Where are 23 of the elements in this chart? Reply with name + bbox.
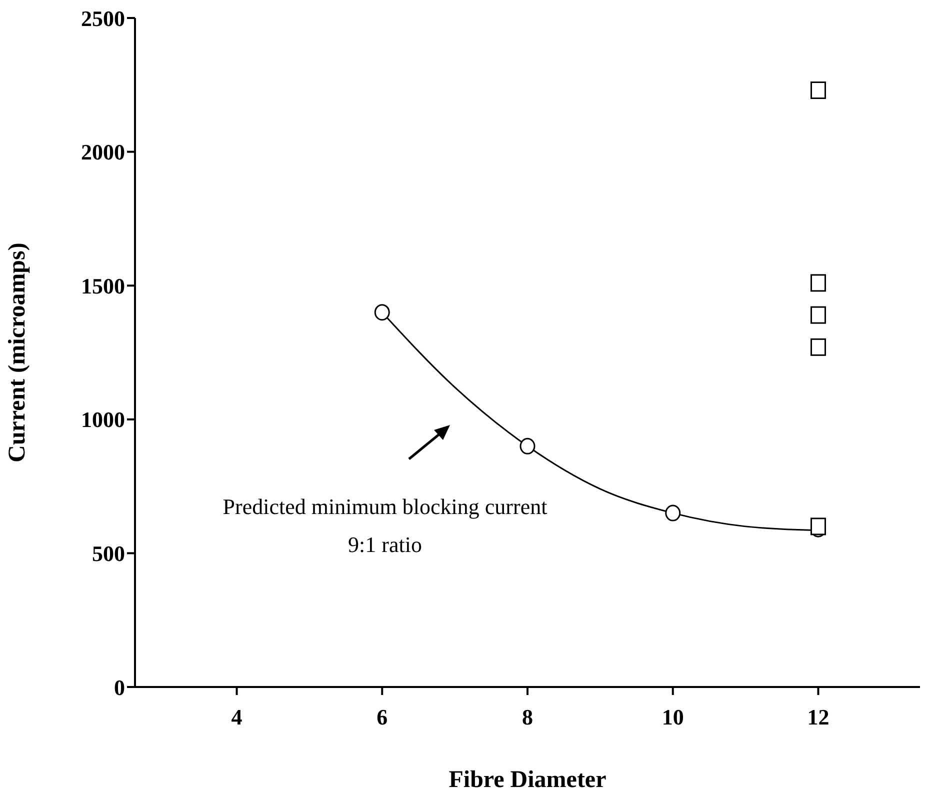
x-tick-label: 6	[376, 704, 388, 730]
x-tick-label: 4	[231, 704, 242, 730]
x-tick-label: 12	[807, 704, 830, 730]
x-tick-label: 10	[662, 704, 684, 730]
point	[810, 338, 826, 356]
annotation: 9:1 ratio	[347, 531, 423, 559]
point	[810, 306, 826, 324]
y-tick-label: 0	[114, 674, 125, 700]
point	[520, 438, 536, 454]
y-tick-label: 1500	[81, 273, 125, 298]
point	[810, 518, 826, 536]
annotation: Predicted minimum blocking current	[222, 493, 548, 521]
point	[665, 504, 681, 522]
y-tick-label: 1000	[81, 407, 125, 432]
point	[810, 274, 826, 292]
y-tick-label: 500	[92, 541, 125, 566]
y-tick-label: 2000	[81, 140, 125, 165]
x-axis-title: Fibre Diameter	[448, 767, 607, 793]
y-axis-title: Current (microamps)	[4, 242, 31, 462]
x-tick-label: 8	[522, 704, 533, 730]
point	[810, 82, 826, 99]
point	[374, 304, 390, 321]
y-tick-label: 2500	[81, 6, 125, 31]
